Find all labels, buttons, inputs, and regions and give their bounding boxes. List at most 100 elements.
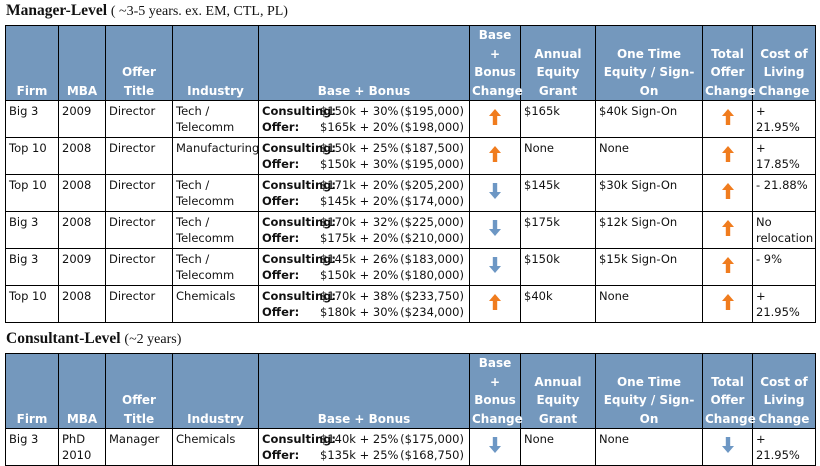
consulting-label: Consulting:	[262, 432, 336, 446]
consulting-line: Consulting: $150k + 25% ($187,500)	[262, 140, 467, 156]
firm-cell: Big 3	[5, 428, 59, 466]
offer-base-bonus: $180k + 30%	[320, 305, 399, 319]
firm-cell: Top 10	[5, 174, 59, 212]
manager-subtitle: ( ~3-5 years. ex. EM, CTL, PL)	[110, 4, 288, 19]
annual-equity-cell: None	[520, 428, 596, 466]
offer-total: ($180,000)	[400, 268, 464, 282]
offer-label: Offer:	[262, 194, 300, 208]
industry-cell: Tech / Telecomm	[172, 211, 259, 249]
consulting-base-bonus: $150k + 30%	[320, 104, 399, 118]
total-offer-change-cell	[702, 137, 753, 175]
consulting-total: ($225,000)	[400, 215, 464, 229]
manager-title: Manager-Level	[6, 2, 107, 19]
consulting-total: ($195,000)	[400, 104, 464, 118]
one-time-equity-cell: None	[595, 428, 703, 466]
consulting-base-bonus: $140k + 25%	[320, 432, 399, 446]
base-bonus-change-cell	[469, 248, 521, 286]
table-row: Top 10 2008 Director Chemicals Consulting: $1…	[5, 285, 816, 323]
base-bonus-change-cell	[469, 211, 521, 249]
offer-label: Offer:	[262, 120, 300, 134]
consulting-line: Consulting: $171k + 20% ($205,200)	[262, 177, 467, 193]
consultant-section-title: Consultant-Level (~2 years)	[6, 330, 181, 349]
consulting-total: ($233,750)	[400, 289, 464, 303]
total-offer-change-cell	[702, 211, 753, 249]
offer-title-cell: Director	[105, 211, 173, 249]
arrow-up-icon	[721, 220, 734, 236]
arrow-up-icon	[721, 109, 734, 125]
cost-of-living-cell: + 21.95%	[752, 428, 816, 466]
offer-title-cell: Manager	[105, 428, 173, 466]
arrow-up-icon	[489, 109, 501, 125]
base-bonus-cell: Consulting: $170k + 38% ($233,750) Offer: $1…	[258, 285, 470, 323]
offer-base-bonus: $175k + 20%	[320, 231, 399, 245]
base-bonus-cell: Consulting: $145k + 26% ($183,000) Offer: $1…	[258, 248, 470, 286]
mba-cell: 2008	[58, 285, 106, 323]
base-bonus-change-cell	[469, 174, 521, 212]
arrow-down-icon	[489, 257, 501, 273]
consultant-subtitle: (~2 years)	[124, 332, 182, 347]
offer-base-bonus: $135k + 25%	[320, 448, 399, 462]
consulting-line: Consulting: $170k + 38% ($233,750)	[262, 288, 467, 304]
offer-line: Offer: $150k + 20% ($180,000)	[262, 267, 467, 283]
total-offer-change-cell	[702, 248, 753, 286]
col-industry-header: Industry	[172, 353, 259, 429]
col-base-bonus-header: Base + Bonus	[258, 25, 470, 101]
mba-cell: 2008	[58, 137, 106, 175]
firm-cell: Big 3	[5, 211, 59, 249]
consulting-base-bonus: $150k + 25%	[320, 141, 399, 155]
arrow-up-icon	[721, 294, 734, 310]
consultant-title: Consultant-Level	[6, 330, 121, 347]
offer-base-bonus: $165k + 20%	[320, 120, 399, 134]
table-row: Top 10 2008 Director Manufacturing Consultin…	[5, 137, 816, 175]
offer-title-cell: Director	[105, 248, 173, 286]
consulting-label: Consulting:	[262, 215, 336, 229]
mba-cell: 2008	[58, 174, 106, 212]
col-mba-header: MBA	[58, 25, 106, 101]
base-bonus-cell: Consulting: $170k + 32% ($225,000) Offer: $1…	[258, 211, 470, 249]
manager-table: Firm MBA Offer Title Industry Base + Bonus Ba…	[5, 25, 816, 323]
arrow-up-icon	[721, 257, 734, 273]
base-bonus-cell: Consulting: $150k + 30% ($195,000) Offer: $1…	[258, 100, 470, 138]
consulting-line: Consulting: $140k + 25% ($175,000)	[262, 431, 467, 447]
col-cost-of-living-header: Cost of Living Change	[752, 353, 816, 429]
offer-line: Offer: $135k + 25% ($168,750)	[262, 447, 467, 463]
arrow-up-icon	[721, 183, 734, 199]
offer-base-bonus: $150k + 30%	[320, 157, 399, 171]
col-total-offer-change-header: Total Offer Change	[702, 353, 756, 429]
industry-cell: Chemicals	[172, 428, 259, 466]
cost-of-living-cell: + 17.85%	[752, 137, 816, 175]
arrow-up-icon	[721, 146, 734, 162]
col-offer-title-header: Offer Title	[105, 25, 173, 101]
total-offer-change-cell	[702, 174, 753, 212]
consulting-total: ($175,000)	[400, 432, 464, 446]
industry-cell: Manufacturing	[172, 137, 259, 175]
total-offer-change-cell	[702, 100, 753, 138]
consulting-base-bonus: $145k + 26%	[320, 252, 399, 266]
manager-header-row: Firm MBA Offer Title Industry Base + Bonus Ba…	[5, 25, 816, 101]
arrow-down-icon	[489, 220, 501, 236]
base-bonus-cell: Consulting: $150k + 25% ($187,500) Offer: $1…	[258, 137, 470, 175]
consulting-label: Consulting:	[262, 178, 336, 192]
offer-line: Offer: $145k + 20% ($174,000)	[262, 193, 467, 209]
arrow-up-icon	[489, 146, 501, 162]
offer-title-cell: Director	[105, 100, 173, 138]
cost-of-living-cell: + 21.95%	[752, 285, 816, 323]
annual-equity-cell: $175k	[520, 211, 596, 249]
offer-line: Offer: $175k + 20% ($210,000)	[262, 230, 467, 246]
table-row: Big 3 2008 Director Tech / Telecomm Consulti…	[5, 211, 816, 249]
offer-label: Offer:	[262, 305, 300, 319]
offer-total: ($174,000)	[400, 194, 464, 208]
offer-line: Offer: $165k + 20% ($198,000)	[262, 119, 467, 135]
cost-of-living-cell: + 21.95%	[752, 100, 816, 138]
col-mba-header: MBA	[58, 353, 106, 429]
offer-total: ($195,000)	[400, 157, 464, 171]
consulting-line: Consulting: $170k + 32% ($225,000)	[262, 214, 467, 230]
annual-equity-cell: $165k	[520, 100, 596, 138]
offer-base-bonus: $150k + 20%	[320, 268, 399, 282]
arrow-down-icon	[721, 437, 734, 453]
cost-of-living-cell: - 21.88%	[752, 174, 816, 212]
consulting-label: Consulting:	[262, 289, 336, 303]
arrow-up-icon	[489, 294, 501, 310]
cost-of-living-cell: - 9%	[752, 248, 816, 286]
consulting-total: ($183,000)	[400, 252, 464, 266]
